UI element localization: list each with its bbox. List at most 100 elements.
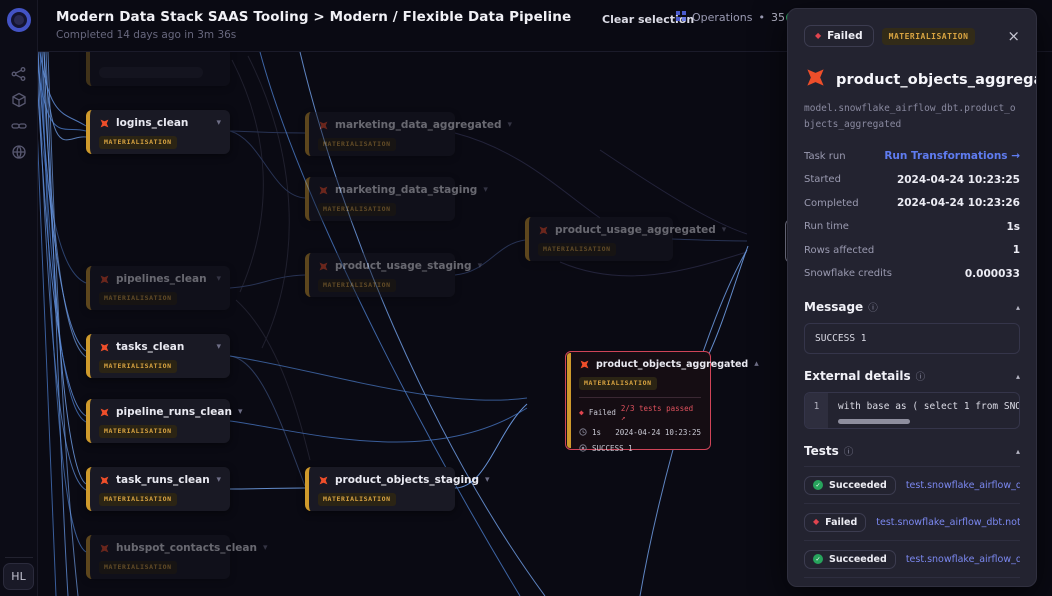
- test-status-badge: ✓ Succeeded: [804, 475, 896, 495]
- test-row: ✓Succeeded test.snowflake_airflow_dbt.uni…: [804, 467, 1020, 503]
- test-row: ◆Failed test.snowflake_airflow_dbt.not_nu…: [804, 504, 1020, 540]
- chevron-down-icon[interactable]: ▾: [216, 341, 221, 352]
- app-logo[interactable]: [7, 8, 31, 32]
- node-timestamp: 2024-04-24 10:23:25: [615, 428, 701, 437]
- detail-label: Rows affected: [804, 244, 875, 256]
- pipeline-node-tasks_clean[interactable]: tasks_clean ▾ MATERIALISATION: [86, 334, 230, 378]
- materialisation-badge: MATERIALISATION: [318, 137, 396, 151]
- chevron-up-icon[interactable]: ▴: [754, 359, 759, 369]
- materialisation-badge: MATERIALISATION: [99, 424, 177, 438]
- node-label: task_runs_clean: [116, 474, 210, 486]
- dbt-icon: [318, 475, 329, 486]
- collapse-icon[interactable]: ▴: [1015, 446, 1020, 456]
- detail-value: 1s: [1006, 220, 1020, 233]
- cube-icon[interactable]: [11, 92, 27, 108]
- node-message: SUCCESS 1: [592, 444, 633, 453]
- pipeline-node-task_runs_clean[interactable]: task_runs_clean ▾ MATERIALISATION: [86, 467, 230, 511]
- detail-value: 2024-04-24 10:23:26: [896, 197, 1020, 210]
- info-icon: ⓘ: [915, 372, 926, 384]
- dbt-icon: [99, 475, 110, 486]
- detail-row: Completed 2024-04-24 10:23:26: [804, 191, 1020, 215]
- dbt-icon: [804, 66, 827, 93]
- materialisation-badge: MATERIALISATION: [318, 278, 396, 292]
- chevron-down-icon[interactable]: ▾: [483, 184, 488, 195]
- test-link[interactable]: test.snowflake_airflow_dbt.not_null_pr: [905, 553, 1020, 565]
- pipeline-node-product_usage_staging[interactable]: product_usage_staging ▾ MATERIALISATION: [305, 253, 482, 297]
- pipeline-node-logins_clean[interactable]: logins_clean ▾ MATERIALISATION: [86, 110, 230, 154]
- pipeline-node-marketing_data_aggregated[interactable]: marketing_data_aggregated ▾ MATERIALISATIO…: [305, 112, 512, 156]
- dbt-icon: [99, 543, 110, 554]
- test-link[interactable]: test.snowflake_airflow_dbt.not_null_pr: [876, 516, 1020, 528]
- chevron-down-icon[interactable]: ▾: [216, 273, 221, 284]
- link-icon[interactable]: [11, 118, 27, 134]
- materialisation-badge: MATERIALISATION: [99, 560, 177, 574]
- operations-grid-icon: [676, 11, 686, 24]
- node-label: pipelines_clean: [116, 273, 207, 285]
- operations-label: Operations: [692, 11, 753, 24]
- detail-value: 1: [1012, 244, 1020, 257]
- materialisation-badge: MATERIALISATION: [579, 376, 657, 390]
- chevron-down-icon[interactable]: ▾: [216, 117, 221, 128]
- page-title: Modern Data Stack SAAS Tooling > Modern …: [56, 9, 572, 25]
- sidebar: HL: [0, 0, 38, 596]
- node-label: pipeline_runs_clean: [116, 406, 232, 418]
- pipeline-node-pipeline_runs_clean[interactable]: pipeline_runs_clean ▾ MATERIALISATION: [86, 399, 242, 443]
- clear-selection-button[interactable]: Clear selection: [602, 13, 695, 26]
- node-label: product_objects_staging: [335, 474, 480, 486]
- operations-count: 35: [770, 11, 785, 24]
- line-number: 1: [805, 393, 828, 429]
- node-label: marketing_data_staging: [335, 184, 478, 196]
- operations-counter[interactable]: Operations • 35: [676, 11, 785, 24]
- detail-value: 2024-04-24 10:23:25: [896, 173, 1020, 186]
- globe-icon[interactable]: [11, 144, 27, 160]
- sql-code-block[interactable]: 1 with base as ( select 1 from SNOWFLAKE: [804, 392, 1020, 430]
- chevron-down-icon[interactable]: ▾: [262, 542, 268, 553]
- detail-value: 0.000033: [964, 267, 1020, 280]
- node-label: product_usage_aggregated: [555, 224, 716, 236]
- test-status-badge: ✓ Succeeded: [804, 549, 896, 569]
- chevron-down-icon[interactable]: ▾: [507, 119, 513, 130]
- dbt-icon: [318, 261, 329, 272]
- external-details-section-header: External details ⓘ ▴: [804, 369, 1020, 384]
- node-label: tasks_clean: [116, 341, 185, 353]
- detail-label: Snowflake credits: [804, 268, 892, 280]
- tests-section-header: Tests ⓘ ▴: [804, 444, 1020, 459]
- clock-icon: [579, 427, 587, 438]
- close-icon[interactable]: ×: [1007, 26, 1020, 45]
- dbt-icon: [99, 407, 110, 418]
- sql-code: with base as ( select 1 from SNOWFLAKE: [838, 401, 1019, 413]
- node-skeleton: [99, 67, 203, 78]
- collapse-icon[interactable]: ▴: [1015, 302, 1020, 312]
- detail-value[interactable]: Run Transformations →: [884, 150, 1020, 163]
- pipeline-node-pipelines_clean[interactable]: pipelines_clean ▾ MATERIALISATION: [86, 266, 230, 310]
- node-label: logins_clean: [116, 117, 189, 129]
- user-avatar[interactable]: HL: [3, 563, 34, 590]
- detail-row: Rows affected 1: [804, 238, 1020, 262]
- detail-label: Task run: [804, 150, 846, 162]
- materialisation-badge: MATERIALISATION: [99, 291, 177, 305]
- failed-diamond-icon: ◆: [813, 517, 820, 527]
- chevron-down-icon[interactable]: ▾: [216, 474, 221, 485]
- pipeline-node-product_usage_aggregated[interactable]: product_usage_aggregated ▾ MATERIALISATION: [525, 217, 726, 261]
- divider: [804, 503, 1020, 505]
- divider: [804, 540, 1020, 542]
- tests-summary-link[interactable]: 2/3 tests passed ↗: [620, 403, 694, 422]
- dbt-icon: [318, 185, 329, 196]
- panel-details: Task run Run Transformations → Started 2024…: [804, 144, 1020, 285]
- chevron-down-icon[interactable]: ▾: [237, 406, 243, 417]
- chevron-down-icon[interactable]: ▾: [721, 224, 727, 235]
- horizontal-scrollbar[interactable]: [838, 419, 910, 425]
- pipeline-graph-icon[interactable]: [11, 66, 27, 82]
- node-runtime: 1s: [592, 428, 602, 437]
- test-link[interactable]: test.snowflake_airflow_dbt.unique_pro: [905, 479, 1020, 491]
- failed-diamond-icon: ◆: [579, 407, 584, 417]
- detail-label: Started: [804, 174, 841, 186]
- chevron-down-icon[interactable]: ▾: [477, 260, 483, 271]
- pipeline-node-selected-product_objects_aggregated[interactable]: product_objects_aggregated ▴ MATERIALISA…: [565, 351, 759, 453]
- pipeline-node-product_objects_staging[interactable]: product_objects_staging ▾ MATERIALISATION: [305, 467, 490, 511]
- node-label: hubspot_contacts_clean: [116, 542, 257, 554]
- pipeline-node-hubspot_contacts_clean[interactable]: hubspot_contacts_clean ▾ MATERIALISATION: [86, 535, 268, 579]
- chevron-down-icon[interactable]: ▾: [485, 474, 490, 485]
- pipeline-node-marketing_data_staging[interactable]: marketing_data_staging ▾ MATERIALISATION: [305, 177, 488, 221]
- collapse-icon[interactable]: ▴: [1015, 371, 1020, 381]
